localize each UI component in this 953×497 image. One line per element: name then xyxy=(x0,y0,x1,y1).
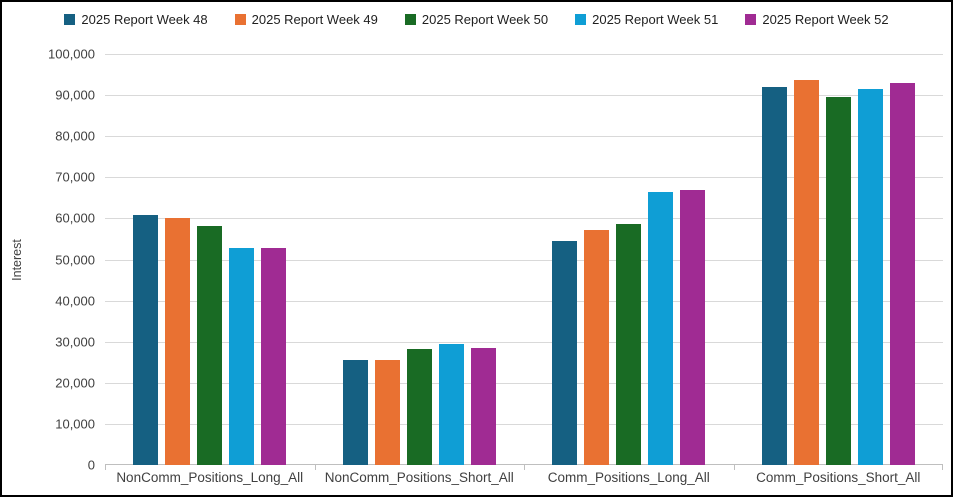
chart-body: Interest 0 10,000 20,000 30,000 40,000 50,000… xyxy=(2,47,951,495)
legend-swatch-icon xyxy=(234,14,246,25)
bar xyxy=(761,87,787,465)
bar xyxy=(793,80,819,465)
y-axis-title: Interest xyxy=(10,238,24,281)
x-category-label: NonComm_Positions_Short_All xyxy=(324,470,514,485)
y-tick-label: 80,000 xyxy=(55,128,95,144)
x-category-label: Comm_Positions_Short_All xyxy=(756,470,921,485)
legend-label: 2025 Report Week 49 xyxy=(251,12,378,27)
bar xyxy=(165,218,191,465)
bar xyxy=(680,189,706,465)
y-tick-label: 30,000 xyxy=(55,334,95,350)
y-tick-label: 50,000 xyxy=(55,252,95,267)
bar xyxy=(616,223,642,465)
legend-label: 2025 Report Week 51 xyxy=(592,12,719,27)
bar-group xyxy=(734,54,944,465)
legend-item: 2025 Report Week 50 xyxy=(404,12,549,27)
legend-item: 2025 Report Week 52 xyxy=(745,12,889,27)
y-tick-label: 70,000 xyxy=(55,169,95,185)
x-axis-line xyxy=(105,464,943,465)
y-axis-tick-labels: 0 10,000 20,000 30,000 40,000 50,000 60,000 70,… xyxy=(32,47,105,473)
x-axis-category-labels: NonComm_Positions_Long_All NonComm_Positi… xyxy=(105,465,943,495)
bar-groups xyxy=(105,54,943,465)
bar xyxy=(889,83,915,465)
bar xyxy=(470,347,496,465)
gridline xyxy=(105,95,943,97)
legend: 2025 Report Week 48 2025 Report Week 49 20… xyxy=(2,2,951,54)
legend-item: 2025 Report Week 51 xyxy=(575,12,718,27)
legend-swatch-icon xyxy=(745,14,757,25)
gridline xyxy=(105,423,943,425)
legend-swatch-icon xyxy=(64,14,76,25)
y-tick-label: 0 xyxy=(87,457,95,473)
legend-label: 2025 Report Week 52 xyxy=(762,12,889,27)
bar xyxy=(406,348,432,465)
gridline xyxy=(105,136,943,138)
gridline xyxy=(105,341,943,343)
legend-label: 2025 Report Week 50 xyxy=(421,12,549,27)
y-tick-label: 20,000 xyxy=(55,375,95,391)
category-boundary-tick xyxy=(314,465,316,470)
bar-group xyxy=(524,54,734,465)
bar xyxy=(374,360,400,465)
legend-item: 2025 Report Week 48 xyxy=(64,12,208,27)
bar xyxy=(342,359,368,465)
gridline xyxy=(105,300,943,302)
plot-area xyxy=(105,54,943,470)
bar-group xyxy=(105,54,315,465)
legend-item: 2025 Report Week 49 xyxy=(234,12,378,27)
y-tick-label: 100,000 xyxy=(48,46,95,62)
bar xyxy=(133,215,159,465)
legend-swatch-icon xyxy=(404,14,416,25)
gridline xyxy=(105,54,943,55)
y-tick-label: 90,000 xyxy=(55,87,95,103)
bar xyxy=(857,89,883,465)
y-tick-label: 60,000 xyxy=(55,210,95,226)
gridline xyxy=(105,382,943,384)
category-boundary-tick xyxy=(524,465,525,470)
gridline xyxy=(105,218,943,220)
bar xyxy=(261,247,287,465)
gridline xyxy=(105,177,943,179)
x-category-label: Comm_Positions_Long_All xyxy=(547,470,710,485)
bar xyxy=(552,240,578,465)
category-boundary-tick xyxy=(733,465,735,470)
bar xyxy=(584,229,610,465)
bar-group xyxy=(315,54,525,465)
y-tick-label: 40,000 xyxy=(55,293,95,309)
legend-label: 2025 Report Week 48 xyxy=(81,12,208,27)
bar xyxy=(825,96,851,465)
category-boundary-tick xyxy=(105,465,106,470)
gridline xyxy=(105,259,943,261)
bar xyxy=(229,247,255,465)
bar xyxy=(648,192,674,465)
y-tick-label: 10,000 xyxy=(55,416,95,432)
category-boundary-tick xyxy=(942,465,943,470)
legend-swatch-icon xyxy=(575,14,587,25)
bar xyxy=(438,344,464,465)
x-category-label: NonComm_Positions_Long_All xyxy=(116,470,304,485)
bar xyxy=(197,225,223,465)
y-axis-title-cell: Interest xyxy=(2,54,32,465)
